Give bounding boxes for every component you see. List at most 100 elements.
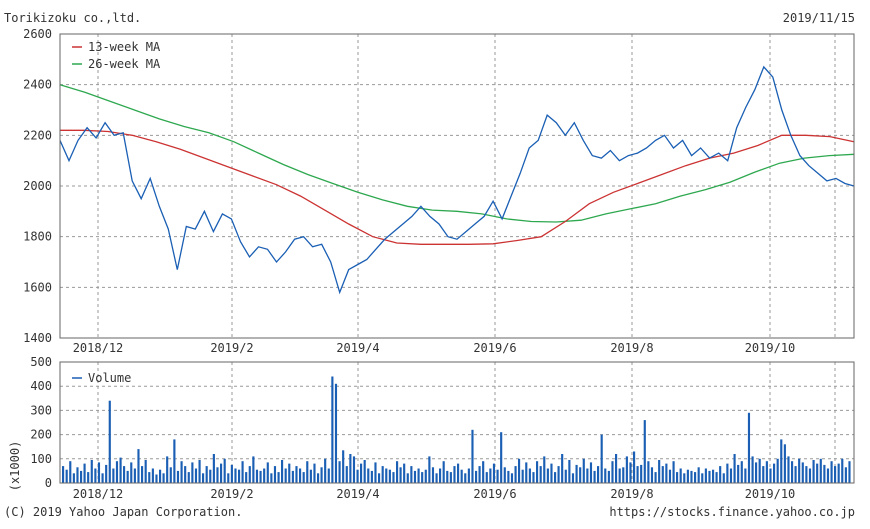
series-line-26-week-ma	[59, 84, 855, 223]
y-tick-label: 1800	[23, 230, 52, 244]
volume-bar	[87, 472, 90, 483]
volume-bar	[273, 466, 277, 483]
x-tick-label: 2018/12	[73, 487, 124, 501]
volume-bar	[819, 458, 822, 483]
volume-bar	[812, 460, 815, 483]
volume-bar	[209, 469, 212, 483]
volume-bar	[80, 470, 83, 483]
volume-bar	[478, 466, 481, 483]
volume-bar	[263, 468, 266, 483]
volume-bar	[453, 466, 456, 483]
volume-bar	[252, 456, 255, 483]
volume-bar	[370, 470, 373, 483]
volume-bar	[155, 474, 158, 483]
volume-bar	[704, 468, 707, 483]
volume-bar	[331, 376, 334, 483]
volume-bar	[661, 466, 664, 483]
volume-bar	[783, 444, 786, 483]
volume-bar	[636, 466, 639, 483]
volume-bar	[306, 461, 309, 483]
volume-bar	[403, 463, 406, 483]
volume-bar	[212, 454, 215, 483]
volume-bar	[471, 429, 474, 483]
volume-bar	[435, 473, 438, 483]
volume-unit-label: (x1000)	[8, 441, 22, 492]
volume-bar	[431, 467, 435, 483]
legend-ma13: 13-week MA	[88, 40, 161, 54]
volume-bar	[259, 470, 262, 483]
volume-bar	[202, 473, 205, 483]
volume-bar	[313, 463, 316, 483]
y-tick-label: 500	[30, 355, 52, 369]
volume-panel: 0 100 200 300 400 500 2018/12 2019/2 2019/4 2019…	[8, 355, 855, 501]
volume-bar	[694, 472, 697, 483]
volume-bar	[198, 460, 201, 483]
volume-bar	[780, 439, 783, 483]
volume-bar	[345, 466, 348, 483]
volume-bar	[668, 469, 672, 483]
volume-bar	[521, 469, 524, 483]
volume-bar	[475, 470, 478, 483]
volume-bar	[169, 467, 172, 483]
volume-bar	[417, 468, 420, 483]
volume-bar	[701, 473, 704, 483]
volume-bar	[615, 454, 618, 483]
volume-legend: Volume	[72, 371, 131, 385]
volume-bar	[816, 463, 819, 483]
volume-bar	[837, 463, 840, 483]
volume-bar	[241, 461, 244, 483]
volume-bar	[622, 467, 625, 483]
volume-bar	[137, 449, 140, 483]
volume-bar	[309, 469, 312, 483]
volume-bar	[76, 467, 79, 483]
volume-bar	[388, 469, 391, 483]
y-tick-label: 1400	[23, 331, 52, 345]
volume-bar	[180, 461, 183, 483]
volume-bar	[467, 468, 470, 483]
volume-bar	[220, 463, 223, 483]
volume-bar	[834, 466, 837, 483]
volume-bar	[342, 450, 345, 483]
volume-bar	[733, 454, 736, 483]
volume-bar	[536, 461, 539, 483]
volume-bar	[507, 470, 510, 483]
volume-bar	[679, 468, 682, 483]
volume-bar	[496, 469, 499, 483]
volume-bar	[654, 472, 657, 483]
volume-bar	[618, 468, 621, 483]
volume-bar	[586, 468, 589, 483]
volume-bar	[327, 468, 330, 483]
price-x-axis: 2018/12 2019/2 2019/4 2019/6 2019/8 2019/10	[73, 341, 796, 355]
volume-bar	[755, 462, 758, 483]
volume-bar	[205, 466, 208, 483]
volume-bar	[561, 454, 564, 483]
volume-bar	[629, 462, 632, 483]
y-tick-label: 2200	[23, 128, 52, 142]
volume-y-axis: 0 100 200 300 400 500	[30, 355, 52, 490]
volume-grid	[60, 362, 854, 483]
volume-bar	[159, 469, 162, 483]
volume-bar	[284, 468, 287, 483]
volume-bar	[841, 458, 844, 483]
volume-bar	[823, 464, 826, 483]
volume-bar	[554, 472, 557, 483]
volume-bar	[737, 464, 740, 483]
volume-bar	[492, 463, 496, 483]
volume-bar	[360, 463, 363, 483]
x-tick-label: 2018/12	[73, 341, 124, 355]
volume-bar	[396, 461, 399, 483]
volume-bar	[729, 468, 733, 483]
volume-bar	[489, 468, 492, 483]
volume-bar	[173, 439, 176, 483]
volume-bar	[449, 472, 452, 483]
volume-bar	[223, 458, 226, 483]
volume-bar	[776, 458, 779, 483]
volume-bar	[686, 469, 689, 483]
volume-bar	[133, 468, 136, 483]
volume-bar	[575, 464, 578, 483]
volume-bar	[582, 458, 585, 483]
volume-bar	[255, 469, 259, 483]
volume-bar	[805, 466, 808, 483]
volume-bar	[338, 461, 341, 483]
